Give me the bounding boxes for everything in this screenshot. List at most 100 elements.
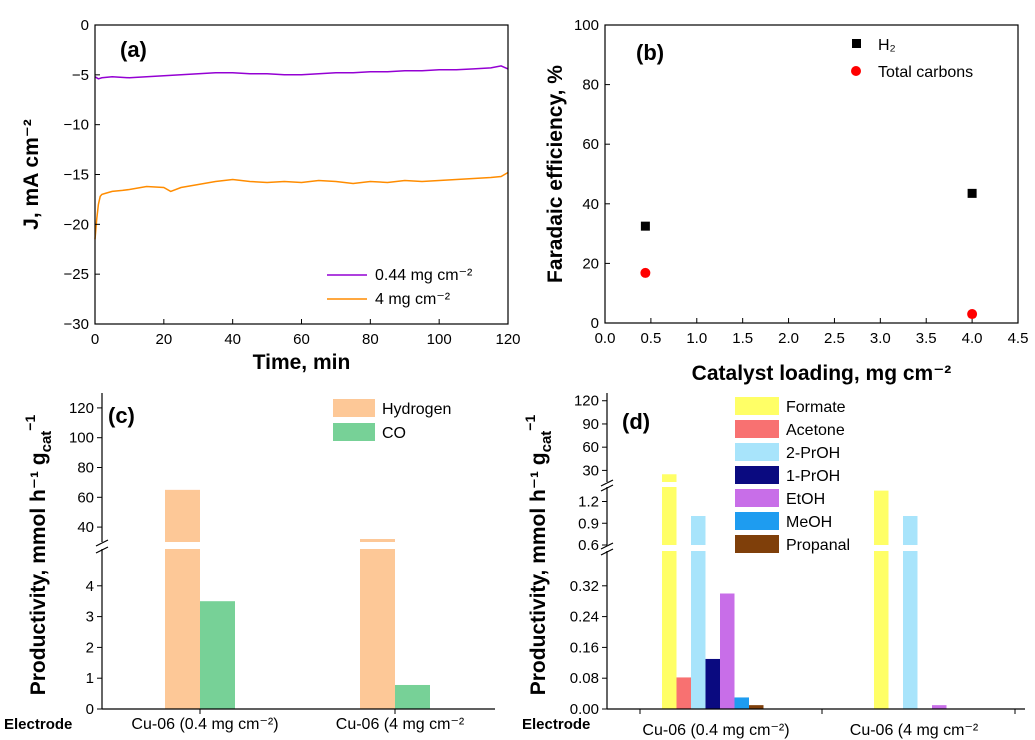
plot-frame [604, 24, 1019, 324]
bar-co [395, 684, 430, 709]
y-tick-label: 60 [582, 136, 599, 153]
y-tick-label: 80 [77, 460, 94, 477]
row-label: Electrode [4, 716, 72, 733]
bar-propanal [749, 705, 764, 709]
y-axis-label: Productivity, mmol h⁻¹ gcat−1 [522, 415, 555, 696]
x-tick-label: 3.0 [870, 330, 891, 347]
bar-formate [662, 474, 677, 709]
bar-break-gap [661, 545, 678, 551]
bar-1-proh [705, 658, 720, 709]
x-tick-label: 3.5 [916, 330, 937, 347]
bar-break-gap [873, 545, 890, 551]
y-tick-label: 120 [574, 393, 599, 410]
legend-swatch [735, 535, 779, 553]
x-tick-label: 60 [293, 331, 310, 348]
legend-entry: 4 mg cm⁻² [375, 291, 451, 308]
data-point-square [640, 221, 650, 231]
axis-break-mark [600, 548, 614, 556]
y-tick-label: 20 [582, 255, 599, 272]
x-axis-label: Catalyst loading, mg cm⁻² [692, 362, 952, 385]
x-tick-label: 100 [427, 331, 452, 348]
series-line-1 [94, 171, 509, 240]
y-tick-label: 60 [582, 439, 599, 456]
panel-label: (a) [120, 37, 147, 62]
panel-label: (d) [622, 409, 650, 434]
bar-break-gap [359, 484, 396, 489]
legend-entry: Acetone [786, 422, 845, 439]
x-tick-label: 2.0 [778, 330, 799, 347]
x-tick-label: 40 [224, 331, 241, 348]
category-label: Cu-06 (0.4 mg cm⁻²) [642, 722, 789, 739]
panel-label: (c) [108, 403, 135, 428]
panel-label: (b) [636, 40, 664, 65]
y-tick-label: −10 [64, 117, 89, 134]
y-tick-label: 0 [86, 701, 94, 718]
x-tick-label: 120 [495, 331, 520, 348]
legend-entry: 2-PrOH [786, 445, 840, 462]
axis-break-mark [95, 539, 109, 547]
y-tick-label: −20 [64, 216, 89, 233]
y-tick-label: 4 [86, 578, 94, 595]
legend-entry: CO [382, 425, 406, 442]
legend-swatch [333, 399, 375, 417]
x-axis-label: Time, min [253, 351, 351, 374]
legend-entry: Formate [786, 399, 846, 416]
panel-a-line-chart: 0 20 40 60 80 100 120 0 −5 −10 −15 −20 −25 −30 Time, m… [20, 17, 521, 374]
y-tick-label: 0.24 [570, 609, 599, 626]
legend-swatch [735, 489, 779, 507]
legend-entry: 0.44 mg cm⁻² [375, 267, 473, 284]
axis-break-mark [600, 484, 614, 492]
bar-break-gap [164, 484, 201, 489]
x-tick-label: 2.5 [824, 330, 845, 347]
y-tick-label: 80 [582, 77, 599, 94]
y-axis-label: Faradaic efficiency, % [544, 65, 567, 283]
x-tick-label: 0.5 [640, 330, 661, 347]
y-tick-label: −30 [64, 316, 89, 333]
y-tick-label: 100 [574, 17, 599, 34]
category-label: Cu-06 (4 mg cm⁻² [850, 722, 979, 739]
bar-formate [874, 490, 889, 709]
panel-b-scatter-chart: 0.0 0.5 1.0 1.5 2.0 2.5 3.0 3.5 4.0 4.5 0 20 40 60 80 1… [544, 17, 1028, 385]
legend-swatch [735, 512, 779, 530]
bar-meoh [734, 697, 749, 709]
category-label: Cu-06 (0.4 mg cm⁻²) [131, 716, 278, 733]
y-tick-label: −5 [72, 67, 89, 84]
y-tick-label: 0.08 [570, 670, 599, 687]
bar-hydrogen [165, 489, 200, 709]
panel-d-bar-chart: 30 60 90 120 0.6 0.9 1.2 0.00 0.08 0.16 0.24 0.32 Cu… [522, 393, 1025, 739]
x-tick-label: 4.0 [962, 330, 983, 347]
legend-swatch [735, 420, 779, 438]
legend-marker [852, 39, 861, 48]
y-tick-label: 2 [86, 639, 94, 656]
data-point-circle [967, 309, 978, 320]
y-tick-label: 0.9 [578, 515, 599, 532]
legend-swatch [735, 443, 779, 461]
legend-entry: 1-PrOH [786, 468, 840, 485]
y-tick-label: 90 [582, 416, 599, 433]
series-line-0 [94, 65, 509, 80]
y-tick-label: 0 [591, 315, 599, 332]
legend-entry: Total carbons [878, 64, 973, 81]
axis-break-mark [600, 542, 614, 550]
x-tick-label: 20 [155, 331, 172, 348]
bar-2-proh [903, 516, 918, 709]
y-axis-label: Productivity, mmol h⁻¹ gcat−1 [22, 415, 55, 696]
panel-c-bar-chart: 40 60 80 100 120 0 1 2 3 4 Cu-06 (0.4 mg cm⁻²) Cu-0… [4, 393, 495, 733]
x-tick-label: 0.0 [595, 330, 616, 347]
y-tick-label: 100 [69, 430, 94, 447]
x-tick-label: 0 [91, 331, 99, 348]
y-tick-label: 0 [81, 17, 89, 34]
y-axis-label: J, mA cm⁻² [20, 119, 43, 230]
y-tick-label: 30 [582, 462, 599, 479]
legend-swatch [735, 397, 779, 415]
y-tick-label: 40 [77, 519, 94, 536]
y-tick-label: −15 [64, 167, 89, 184]
legend-entry: EtOH [786, 491, 825, 508]
category-label: Cu-06 (4 mg cm⁻² [336, 716, 465, 733]
legend-entry: H₂ [878, 37, 896, 54]
bar-etoh [932, 705, 947, 709]
legend-entry: Hydrogen [382, 401, 451, 418]
data-point-circle [640, 267, 651, 278]
bar-co [200, 601, 235, 709]
